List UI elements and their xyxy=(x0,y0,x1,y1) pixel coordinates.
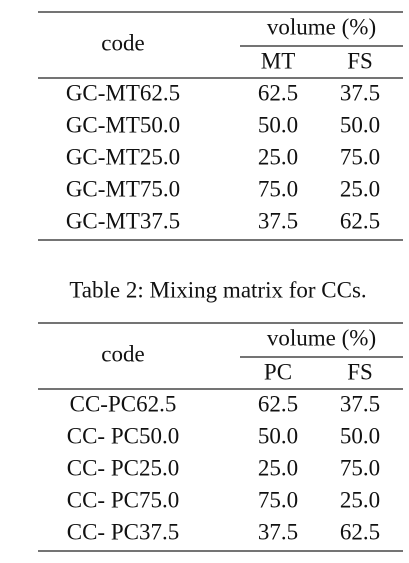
table-cell: CC-PC62.5 xyxy=(70,391,177,416)
table-cell: 25.0 xyxy=(340,176,380,201)
table-cell: GC-MT50.0 xyxy=(66,112,180,137)
table-cell: 50.0 xyxy=(340,423,380,448)
table-cell: CC- PC37.5 xyxy=(67,519,179,544)
header-cell: code xyxy=(101,30,144,55)
table-cell: 37.5 xyxy=(258,519,298,544)
table-cell: GC-MT37.5 xyxy=(66,208,180,233)
table-cell: 25.0 xyxy=(258,455,298,480)
table-caption: Table 2: Mixing matrix for CCs. xyxy=(69,277,366,302)
header-cell: code xyxy=(101,341,144,366)
table-cell: 62.5 xyxy=(258,391,298,416)
table-cell: CC- PC25.0 xyxy=(67,455,179,480)
header-cell: volume (%) xyxy=(267,14,376,39)
header-cell: MT xyxy=(261,48,296,73)
table-cell: 75.0 xyxy=(258,487,298,512)
table-cell: 75.0 xyxy=(340,144,380,169)
table-cell: 25.0 xyxy=(340,487,380,512)
header-cell: FS xyxy=(347,359,373,384)
table-cell: 75.0 xyxy=(340,455,380,480)
header-cell: volume (%) xyxy=(267,325,376,350)
table-cell: CC- PC75.0 xyxy=(67,487,179,512)
table-cell: 50.0 xyxy=(258,112,298,137)
table-cell: 75.0 xyxy=(258,176,298,201)
table-cell: GC-MT62.5 xyxy=(66,80,180,105)
table-cell: 25.0 xyxy=(258,144,298,169)
table-cell: 62.5 xyxy=(340,519,380,544)
header-cell: PC xyxy=(264,359,292,384)
table-cell: 50.0 xyxy=(340,112,380,137)
table-cell: CC- PC50.0 xyxy=(67,423,179,448)
table-cell: 50.0 xyxy=(258,423,298,448)
table-cell: 62.5 xyxy=(258,80,298,105)
table-cell: GC-MT75.0 xyxy=(66,176,180,201)
table-cell: 37.5 xyxy=(340,80,380,105)
table-cell: GC-MT25.0 xyxy=(66,144,180,169)
header-cell: FS xyxy=(347,48,373,73)
table-cell: 37.5 xyxy=(258,208,298,233)
table-cell: 62.5 xyxy=(340,208,380,233)
table-cell: 37.5 xyxy=(340,391,380,416)
